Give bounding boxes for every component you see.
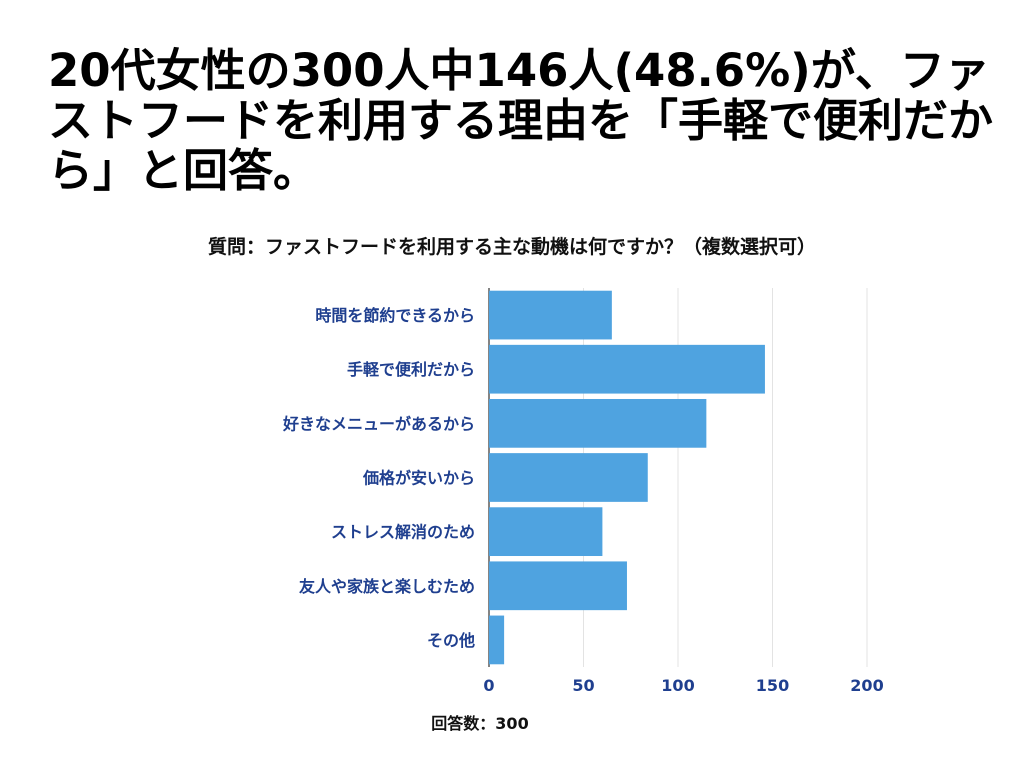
x-tick-label: 0	[483, 676, 494, 695]
category-label: 時間を節約できるから	[315, 306, 475, 325]
bar	[489, 615, 505, 665]
bar	[489, 290, 612, 340]
x-tick-label: 150	[756, 676, 789, 695]
category-label: その他	[427, 631, 475, 650]
response-count: 回答数：300	[431, 714, 529, 733]
category-label: ストレス解消のため	[331, 523, 475, 542]
bar	[489, 453, 648, 502]
headline: 20代女性の300人中146人(48.6%)が、ファストフードを利用する理由を「…	[48, 44, 994, 197]
category-labels: 時間を節約できるから手軽で便利だから好きなメニューがあるから価格が安いからストレ…	[282, 306, 475, 650]
bar	[489, 561, 627, 611]
category-label: 好きなメニューがあるから	[282, 414, 475, 433]
category-label: 友人や家族と楽しむため	[299, 577, 475, 596]
category-label: 手軽で便利だから	[347, 360, 475, 379]
bar	[489, 507, 603, 557]
category-label: 価格が安いから	[362, 469, 475, 488]
question-subtitle: 質問：ファストフードを利用する主な動機は何ですか？（複数選択可）	[207, 236, 816, 258]
x-tick-label: 50	[572, 676, 594, 695]
x-tick-label: 100	[661, 676, 694, 695]
x-tick-label: 200	[850, 676, 883, 695]
bar	[489, 398, 707, 448]
x-tick-labels: 0 50 100 150 200	[483, 676, 883, 695]
bar	[489, 344, 765, 394]
bars	[489, 290, 765, 665]
